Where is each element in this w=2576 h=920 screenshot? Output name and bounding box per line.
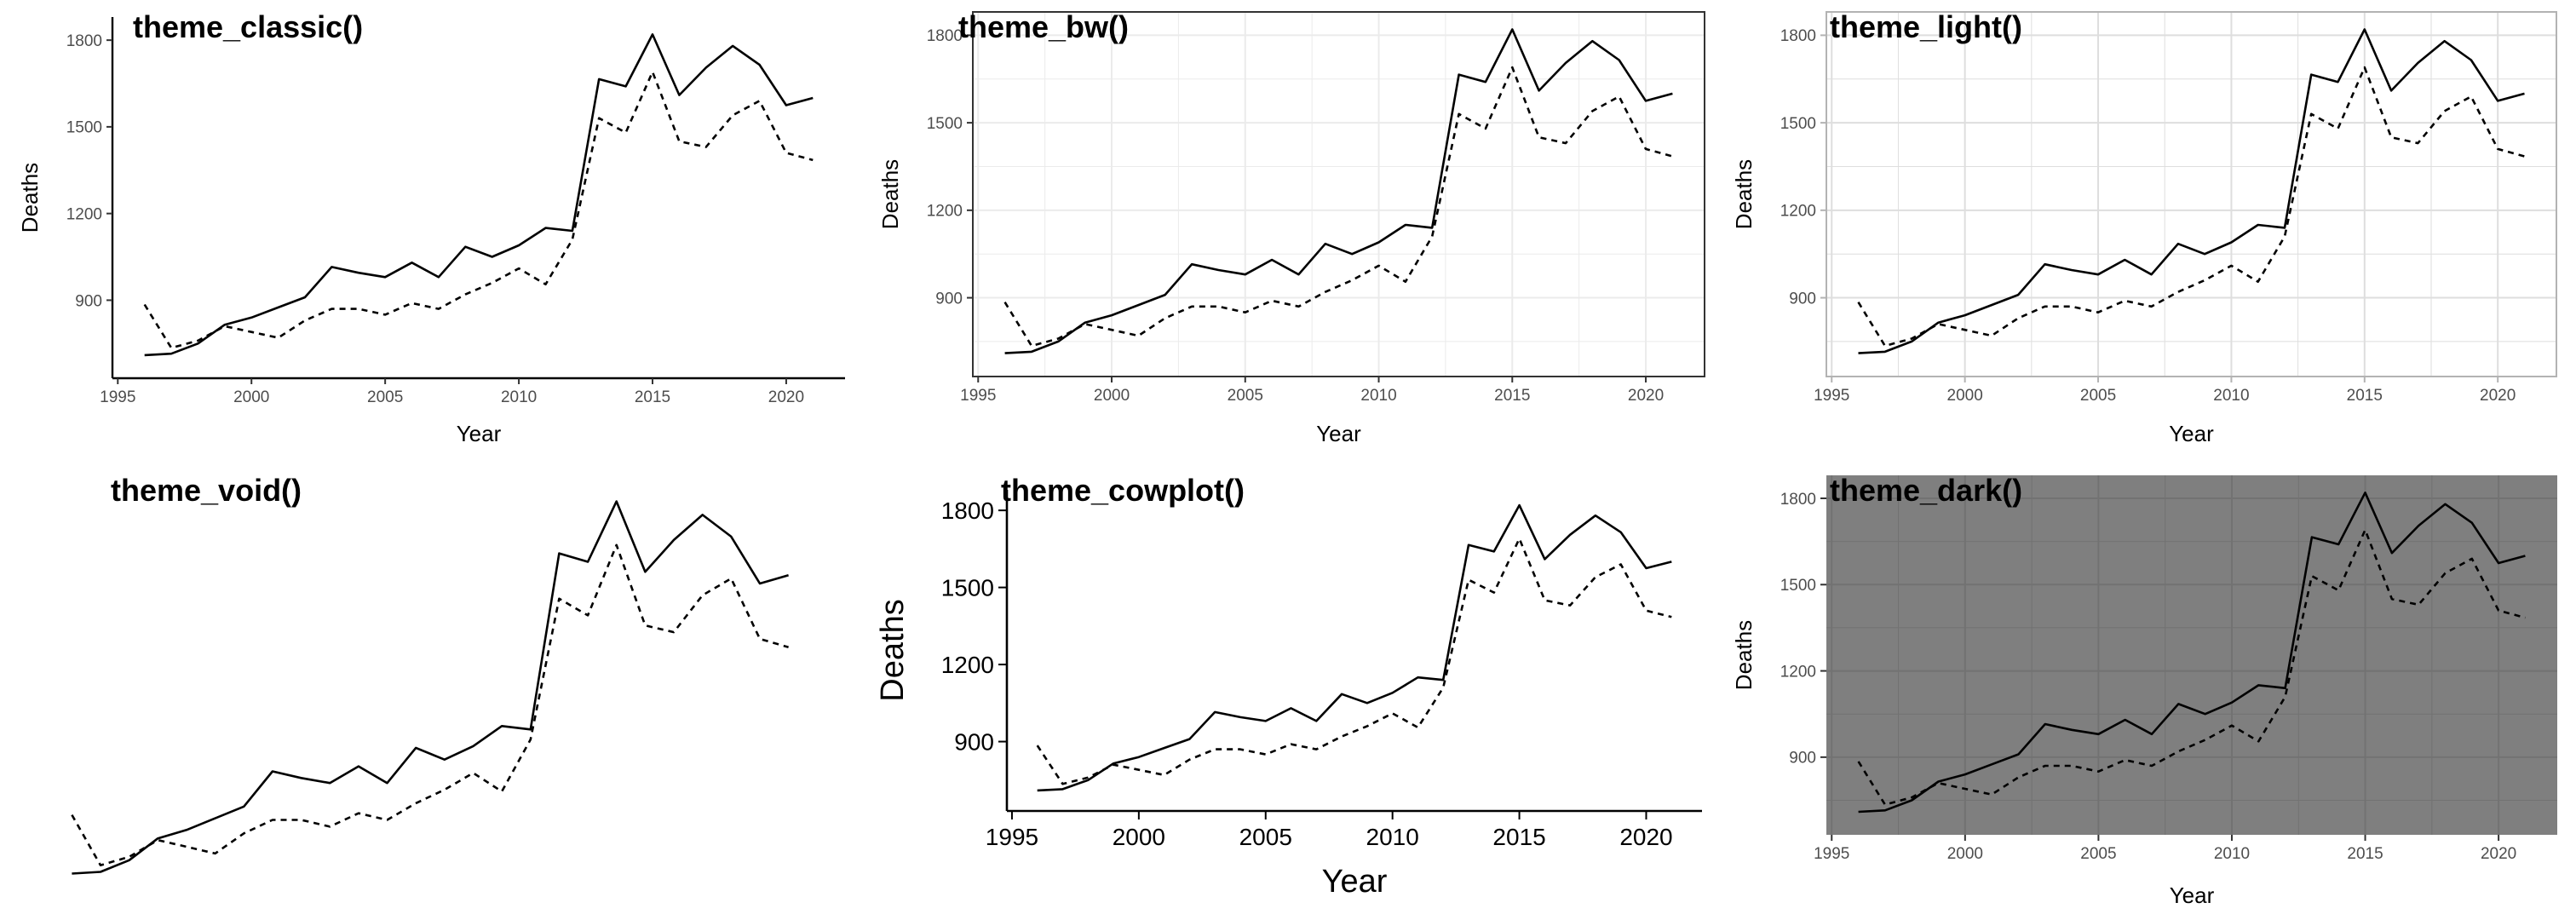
x-tick-label: 2010 xyxy=(501,388,537,406)
y-tick-label: 1800 xyxy=(1780,27,1816,45)
y-axis-title: Deaths xyxy=(1731,620,1757,690)
panel-background xyxy=(1826,475,2557,835)
y-tick-label: 900 xyxy=(1789,750,1816,768)
plot-title: theme_cowplot() xyxy=(1001,473,1245,508)
x-tick-label: 2020 xyxy=(768,388,804,406)
x-tick-label: 2000 xyxy=(1947,845,1983,863)
x-tick-label: 2010 xyxy=(2214,845,2250,863)
series-line-dashed xyxy=(1857,66,2525,348)
x-tick-label: 2000 xyxy=(1094,387,1130,405)
x-axis-title: Year xyxy=(1322,864,1388,900)
x-tick-label: 2010 xyxy=(1366,824,1419,850)
y-tick-label: 1800 xyxy=(66,32,102,50)
x-tick-label: 2000 xyxy=(1947,387,1983,405)
chart-panel-bw: 1995 2000 2005 2010 2015 2020 900 1200 1500 1800 Y… xyxy=(877,9,1705,446)
x-tick-label: 1995 xyxy=(100,388,135,406)
y-axis-title: Deaths xyxy=(17,163,43,233)
x-tick-label: 1995 xyxy=(986,824,1038,850)
series-line-solid xyxy=(1858,491,2526,814)
x-tick-label: 2005 xyxy=(2080,845,2116,863)
chart-panel-void: theme_void() xyxy=(71,473,789,875)
series-line-dashed xyxy=(143,71,814,349)
x-tick-label: 2005 xyxy=(1239,824,1292,850)
x-tick-label: 2015 xyxy=(2347,387,2383,405)
series-line-dashed xyxy=(1036,537,1672,785)
y-tick-label: 1200 xyxy=(1780,663,1816,681)
x-tick-label: 2020 xyxy=(1619,824,1672,850)
x-axis-title: Year xyxy=(2170,883,2215,908)
panel-border xyxy=(972,11,1705,377)
x-tick-label: 2015 xyxy=(2347,845,2383,863)
plot-title: theme_bw() xyxy=(958,9,1129,44)
y-tick-label: 1200 xyxy=(941,652,994,678)
y-tick-label: 1800 xyxy=(1780,491,1816,509)
y-axis-title: Deaths xyxy=(1731,159,1757,229)
chart-panel-classic: 1995 2000 2005 2010 2015 2020 900 1200 1500 1800 Y… xyxy=(17,9,845,446)
y-tick-label: 1800 xyxy=(941,497,994,524)
x-tick-label: 2015 xyxy=(635,388,670,406)
x-tick-label: 1995 xyxy=(960,387,996,405)
x-tick-label: 1995 xyxy=(1814,845,1849,863)
x-tick-label: 2000 xyxy=(1113,824,1165,850)
panel-border xyxy=(1826,11,2557,377)
series-line-solid xyxy=(72,500,789,875)
y-axis-title: Deaths xyxy=(877,159,903,229)
x-axis-title: Year xyxy=(2169,421,2214,446)
x-tick-label: 2020 xyxy=(1628,387,1664,405)
series-line-solid xyxy=(1858,28,2525,354)
series-line-solid xyxy=(1037,503,1672,792)
x-tick-label: 2005 xyxy=(1228,387,1263,405)
x-tick-label: 2005 xyxy=(367,388,403,406)
plot-title: theme_void() xyxy=(111,473,302,508)
x-tick-label: 2015 xyxy=(1494,387,1530,405)
y-tick-label: 1800 xyxy=(927,27,963,45)
y-tick-label: 1500 xyxy=(927,115,963,133)
chart-panel-cowplot: 1995 2000 2005 2010 2015 2020 900 1200 1500 1800 Y… xyxy=(875,473,1702,900)
plot-title: theme_dark() xyxy=(1830,473,2022,508)
x-tick-label: 2015 xyxy=(1492,824,1545,850)
x-axis-title: Year xyxy=(1316,421,1361,446)
series-line-dashed xyxy=(71,543,789,867)
y-tick-label: 900 xyxy=(75,292,102,310)
x-tick-label: 2010 xyxy=(2213,387,2249,405)
y-tick-label: 1500 xyxy=(941,575,994,601)
x-tick-label: 2010 xyxy=(1360,387,1396,405)
x-tick-label: 1995 xyxy=(1814,387,1849,405)
y-tick-label: 900 xyxy=(954,729,994,756)
series-line-solid xyxy=(1004,28,1673,354)
series-line-solid xyxy=(144,33,814,357)
x-tick-label: 2020 xyxy=(2481,845,2516,863)
y-tick-label: 1500 xyxy=(66,119,102,137)
x-tick-label: 2020 xyxy=(2480,387,2516,405)
x-tick-label: 2005 xyxy=(2080,387,2116,405)
y-tick-label: 900 xyxy=(1789,290,1816,308)
plot-title: theme_classic() xyxy=(133,9,363,44)
y-tick-label: 1200 xyxy=(66,205,102,223)
y-tick-label: 1500 xyxy=(1780,115,1816,133)
chart-panel-dark: 1995 2000 2005 2010 2015 2020 900 1200 1500 1800 Y… xyxy=(1731,473,2557,908)
y-tick-label: 1200 xyxy=(1780,203,1816,221)
y-axis-title: Deaths xyxy=(875,599,911,701)
x-axis-title: Year xyxy=(457,421,502,446)
y-tick-label: 1500 xyxy=(1780,577,1816,595)
chart-panel-light: 1995 2000 2005 2010 2015 2020 900 1200 1500 1800 Y… xyxy=(1731,9,2557,446)
y-tick-label: 1200 xyxy=(927,203,963,221)
plot-title: theme_light() xyxy=(1830,9,2022,44)
series-line-dashed xyxy=(1857,528,2526,806)
y-tick-label: 900 xyxy=(935,290,963,308)
series-line-dashed xyxy=(1003,66,1673,348)
x-tick-label: 2000 xyxy=(233,388,269,406)
